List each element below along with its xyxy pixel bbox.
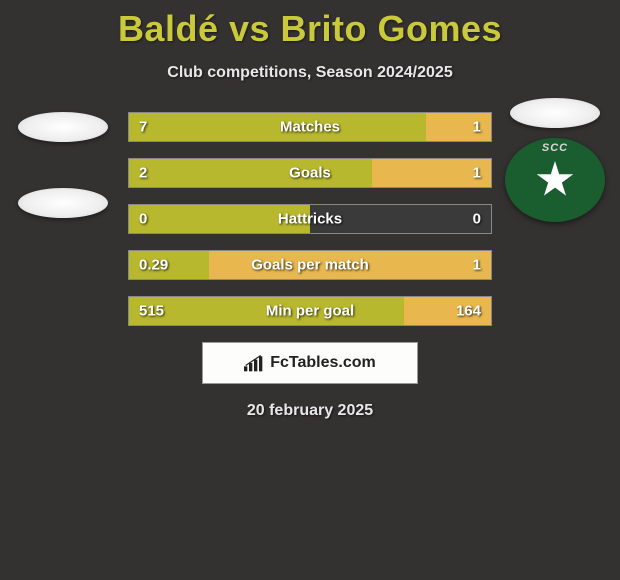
value-left: 0.29 xyxy=(139,257,168,274)
metric-label: Goals xyxy=(289,165,331,182)
branding-text: FcTables.com xyxy=(270,354,376,372)
page-title: Baldé vs Brito Gomes xyxy=(0,0,620,50)
star-icon xyxy=(536,161,574,199)
branding-banner[interactable]: FcTables.com xyxy=(202,342,418,384)
metric-bar-container: 2 1 Goals xyxy=(128,158,492,188)
metric-label: Hattricks xyxy=(278,211,342,228)
value-left: 0 xyxy=(139,211,147,228)
comparison-chart: SCC 7 1 Matches 2 1 Goals 0 0 Hattricks 0.29 1 Goal… xyxy=(0,112,620,326)
date-line: 20 february 2025 xyxy=(0,402,620,420)
bar-left xyxy=(129,159,372,187)
bar-right xyxy=(426,113,491,141)
value-left: 515 xyxy=(139,303,164,320)
club-badge-text: SCC xyxy=(542,142,568,154)
metric-row: 0 0 Hattricks xyxy=(128,204,492,234)
club-badge: SCC xyxy=(505,138,605,222)
metric-row: 515 164 Min per goal xyxy=(128,296,492,326)
metric-label: Matches xyxy=(280,119,340,136)
bars-chart-icon xyxy=(244,354,264,372)
value-right: 0 xyxy=(473,211,481,228)
metric-row: 0.29 1 Goals per match xyxy=(128,250,492,280)
value-right: 1 xyxy=(473,119,481,136)
avatar-placeholder-icon xyxy=(18,112,108,142)
player-left-avatars xyxy=(18,112,128,218)
metric-label: Min per goal xyxy=(266,303,354,320)
bar-left xyxy=(129,113,426,141)
avatar-placeholder-icon xyxy=(18,188,108,218)
metric-row: 7 1 Matches xyxy=(128,112,492,142)
value-right: 1 xyxy=(473,257,481,274)
value-left: 7 xyxy=(139,119,147,136)
value-right: 1 xyxy=(473,165,481,182)
value-left: 2 xyxy=(139,165,147,182)
metric-label: Goals per match xyxy=(251,257,369,274)
metric-bar-container: 0 0 Hattricks xyxy=(128,204,492,234)
avatar-placeholder-icon xyxy=(510,98,600,128)
metric-row: 2 1 Goals xyxy=(128,158,492,188)
subtitle: Club competitions, Season 2024/2025 xyxy=(0,64,620,82)
metric-bars: 7 1 Matches 2 1 Goals 0 0 Hattricks 0.29 1 Goals pe… xyxy=(128,112,492,326)
metric-bar-container: 515 164 Min per goal xyxy=(128,296,492,326)
metric-bar-container: 7 1 Matches xyxy=(128,112,492,142)
metric-bar-container: 0.29 1 Goals per match xyxy=(128,250,492,280)
value-right: 164 xyxy=(456,303,481,320)
player-right-avatars: SCC xyxy=(500,98,610,222)
